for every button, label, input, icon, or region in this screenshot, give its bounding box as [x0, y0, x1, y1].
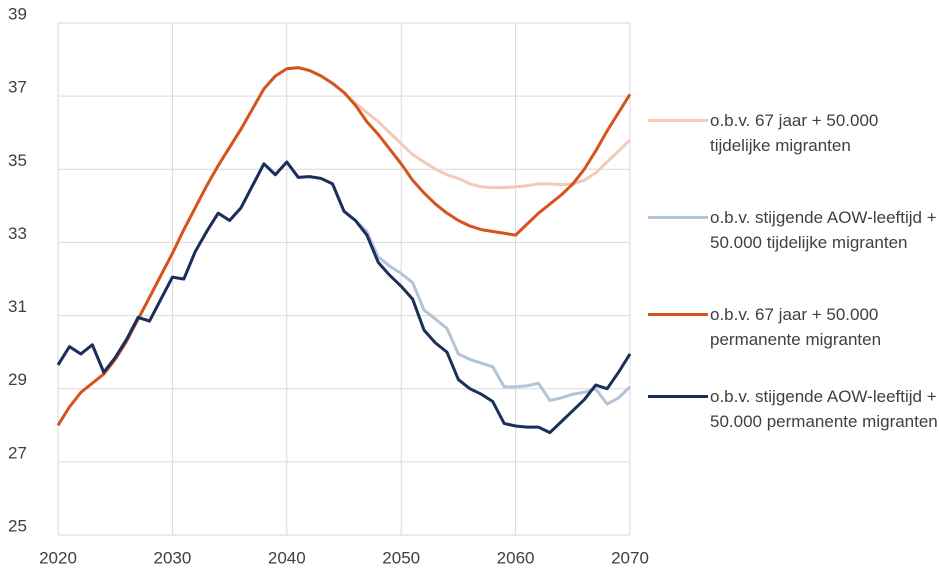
legend-label: o.b.v. stijgende AOW-leeftijd + 50.000 t… [710, 208, 937, 252]
y-tick-label: 27 [8, 443, 27, 462]
x-tick-label: 2060 [497, 548, 535, 567]
y-tick-label: 33 [8, 224, 27, 243]
legend-swatch [648, 395, 708, 398]
y-tick-label: 39 [8, 4, 27, 23]
legend-label: o.b.v. 67 jaar + 50.000 tijdelijke migra… [710, 111, 879, 155]
y-tick-label: 31 [8, 297, 27, 316]
legend-entry: o.b.v. stijgende AOW-leeftijd + 50.000 p… [648, 384, 939, 434]
legend-swatch [648, 216, 708, 219]
x-tick-label: 2020 [39, 548, 77, 567]
y-tick-label: 25 [8, 516, 27, 535]
x-tick-label: 2050 [382, 548, 420, 567]
y-tick-label: 37 [8, 78, 27, 97]
legend-label: o.b.v. 67 jaar + 50.000 permanente migra… [710, 305, 882, 349]
data-line [56, 66, 632, 427]
legend-entry: o.b.v. 67 jaar + 50.000 permanente migra… [648, 302, 939, 352]
legend-entry: o.b.v. stijgende AOW-leeftijd + 50.000 t… [648, 205, 939, 255]
data-line [56, 160, 632, 435]
legend-label: o.b.v. stijgende AOW-leeftijd + 50.000 p… [710, 387, 938, 431]
data-line [56, 160, 632, 406]
x-tick-label: 2030 [153, 548, 191, 567]
legend-swatch [648, 119, 708, 122]
y-tick-label: 29 [8, 370, 27, 389]
legend-swatch [648, 313, 708, 316]
x-tick-label: 2070 [611, 548, 649, 567]
x-tick-label: 2040 [268, 548, 306, 567]
data-line [56, 66, 632, 427]
legend-entry: o.b.v. 67 jaar + 50.000 tijdelijke migra… [648, 108, 939, 158]
y-tick-label: 35 [8, 151, 27, 170]
